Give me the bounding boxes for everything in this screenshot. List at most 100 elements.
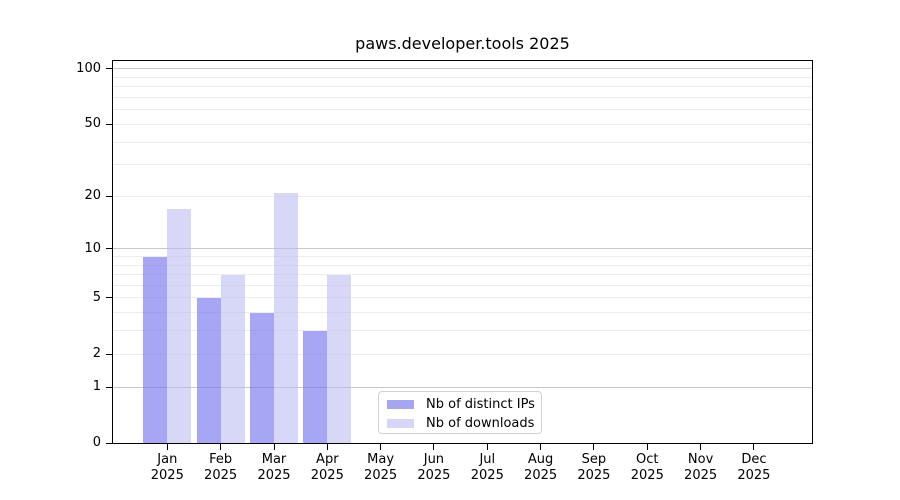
gridline-minor-20	[113, 195, 812, 197]
x-tick-month-may: May	[367, 452, 395, 467]
bar-distinct-ips-jan	[143, 256, 168, 443]
x-tick-label-mar: Mar 2025	[242, 452, 306, 484]
legend: Nb of distinct IPs Nb of downloads	[378, 391, 542, 434]
x-tick-label-dec: Dec 2025	[722, 452, 786, 484]
x-tick-jun	[433, 444, 435, 450]
x-tick-year-dec: 2025	[737, 468, 771, 483]
x-tick-label-sep: Sep 2025	[562, 452, 626, 484]
y-tick-label-100: 100	[76, 60, 101, 76]
gridline-minor-5	[113, 297, 812, 299]
gridline-minor-7	[113, 274, 812, 276]
x-tick-month-oct: Oct	[636, 452, 659, 467]
gridline-major-100	[113, 68, 812, 70]
x-tick-month-jun: Jun	[423, 452, 445, 467]
x-tick-year-sep: 2025	[577, 468, 611, 483]
y-tick-label-5: 5	[92, 289, 101, 305]
legend-label-distinct-ips: Nb of distinct IPs	[426, 397, 535, 412]
x-tick-label-apr: Apr 2025	[295, 452, 359, 484]
gridline-minor-9	[113, 256, 812, 257]
legend-item-downloads: Nb of downloads	[379, 414, 541, 433]
y-tick-label-50: 50	[84, 116, 101, 132]
x-tick-label-may: May 2025	[349, 452, 413, 484]
x-tick-month-feb: Feb	[209, 452, 233, 467]
x-tick-year-jun: 2025	[417, 468, 451, 483]
y-tick-label-2: 2	[92, 346, 101, 362]
x-tick-month-sep: Sep	[581, 452, 607, 467]
y-tick-1	[106, 386, 112, 388]
bar-distinct-ips-mar	[250, 312, 274, 443]
legend-label-downloads: Nb of downloads	[426, 416, 535, 431]
plot-area	[112, 60, 813, 444]
y-tick-5	[106, 297, 112, 299]
x-tick-year-oct: 2025	[630, 468, 664, 483]
x-tick-month-jul: Jul	[479, 452, 496, 467]
gridline-major-10	[113, 248, 812, 250]
bar-distinct-ips-apr	[303, 330, 328, 443]
legend-swatch-downloads	[387, 419, 414, 428]
x-tick-sep	[593, 444, 595, 450]
x-tick-month-aug: Aug	[527, 452, 554, 467]
x-tick-mar	[273, 444, 275, 450]
x-tick-month-mar: Mar	[261, 452, 287, 467]
y-tick-10	[106, 248, 112, 250]
x-tick-aug	[540, 444, 542, 450]
x-tick-jul	[486, 444, 488, 450]
gridline-minor-50	[113, 123, 812, 125]
gridline-minor-3	[113, 330, 812, 332]
legend-item-distinct-ips: Nb of distinct IPs	[379, 395, 541, 414]
x-tick-label-feb: Feb 2025	[189, 452, 253, 484]
bar-downloads-feb	[220, 274, 245, 443]
bar-downloads-jan	[167, 208, 192, 443]
x-tick-year-nov: 2025	[684, 468, 718, 483]
x-tick-year-jan: 2025	[150, 468, 184, 483]
x-tick-month-nov: Nov	[687, 452, 714, 467]
y-tick-2	[106, 353, 112, 355]
legend-swatch-distinct-ips	[387, 400, 414, 409]
x-tick-year-jul: 2025	[470, 468, 504, 483]
bar-downloads-apr	[327, 274, 352, 443]
x-tick-year-feb: 2025	[204, 468, 238, 483]
x-tick-label-jan: Jan 2025	[135, 452, 199, 484]
x-tick-month-jan: Jan	[157, 452, 178, 467]
gridline-minor-90	[113, 76, 812, 78]
x-tick-year-aug: 2025	[524, 468, 558, 483]
gridline-minor-60	[113, 109, 812, 111]
x-tick-label-nov: Nov 2025	[669, 452, 733, 484]
gridline-minor-30	[113, 164, 812, 166]
x-tick-dec	[753, 444, 755, 450]
x-tick-year-may: 2025	[364, 468, 398, 483]
gridline-minor-8	[113, 264, 812, 266]
x-tick-feb	[220, 444, 222, 450]
y-tick-label-20: 20	[84, 188, 101, 204]
x-tick-jan	[166, 444, 168, 450]
x-tick-year-mar: 2025	[257, 468, 291, 483]
x-tick-may	[380, 444, 382, 450]
bar-distinct-ips-feb	[196, 297, 221, 443]
y-tick-100	[106, 68, 112, 70]
y-tick-label-0: 0	[92, 435, 101, 451]
y-tick-50	[106, 123, 112, 125]
y-tick-label-10: 10	[84, 240, 101, 256]
gridline-minor-4	[113, 312, 812, 314]
x-tick-label-oct: Oct 2025	[615, 452, 679, 484]
x-tick-oct	[646, 444, 648, 450]
x-tick-label-jul: Jul 2025	[455, 452, 519, 484]
gridline-major-1	[113, 386, 812, 388]
gridline-minor-70	[113, 97, 812, 98]
chart-title: paws.developer.tools 2025	[355, 34, 570, 53]
bar-downloads-mar	[274, 192, 298, 443]
x-tick-month-dec: Dec	[741, 452, 767, 467]
y-tick-0	[106, 442, 112, 444]
x-tick-year-apr: 2025	[310, 468, 344, 483]
y-tick-label-1: 1	[92, 379, 101, 395]
x-tick-apr	[326, 444, 328, 450]
x-tick-nov	[700, 444, 702, 450]
gridline-minor-2	[113, 353, 812, 355]
x-tick-month-apr: Apr	[316, 452, 339, 467]
gridline-minor-6	[113, 284, 812, 286]
x-tick-label-aug: Aug 2025	[509, 452, 573, 484]
y-tick-20	[106, 195, 112, 197]
gridline-minor-40	[113, 141, 812, 143]
x-tick-label-jun: Jun 2025	[402, 452, 466, 484]
